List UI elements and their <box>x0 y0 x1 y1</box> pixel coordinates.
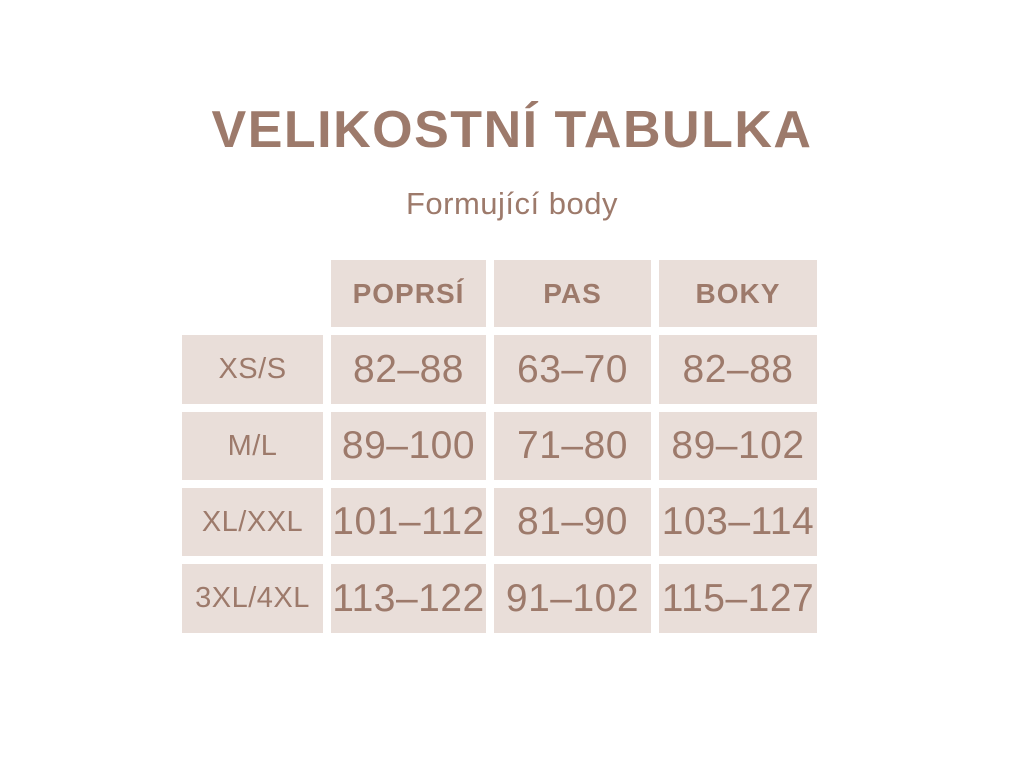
table-corner-cell <box>182 260 323 327</box>
cell-xl-xxl-poprsi: 101–112 <box>331 488 486 556</box>
column-header-poprsi: POPRSÍ <box>331 260 486 327</box>
column-header-pas: PAS <box>494 260 651 327</box>
row-label-m-l: M/L <box>182 412 323 480</box>
cell-3xl-4xl-pas: 91–102 <box>494 564 651 633</box>
cell-m-l-pas: 71–80 <box>494 412 651 480</box>
cell-xl-xxl-pas: 81–90 <box>494 488 651 556</box>
page-subtitle: Formující body <box>405 186 618 221</box>
row-label-3xl-4xl: 3XL/4XL <box>182 564 323 633</box>
row-label-xl-xxl: XL/XXL <box>182 488 323 556</box>
cell-3xl-4xl-boky: 115–127 <box>659 564 817 633</box>
cell-xl-xxl-boky: 103–114 <box>659 488 817 556</box>
cell-xs-s-poprsi: 82–88 <box>331 335 486 404</box>
size-table: POPRSÍ PAS BOKY XS/S 82–88 63–70 82–88 M… <box>182 260 817 633</box>
column-header-boky: BOKY <box>659 260 817 327</box>
cell-xs-s-pas: 63–70 <box>494 335 651 404</box>
cell-3xl-4xl-poprsi: 113–122 <box>331 564 486 633</box>
row-label-xs-s: XS/S <box>182 335 323 404</box>
cell-m-l-poprsi: 89–100 <box>331 412 486 480</box>
cell-m-l-boky: 89–102 <box>659 412 817 480</box>
page-title: VELIKOSTNÍ TABULKA <box>211 101 813 159</box>
cell-xs-s-boky: 82–88 <box>659 335 817 404</box>
